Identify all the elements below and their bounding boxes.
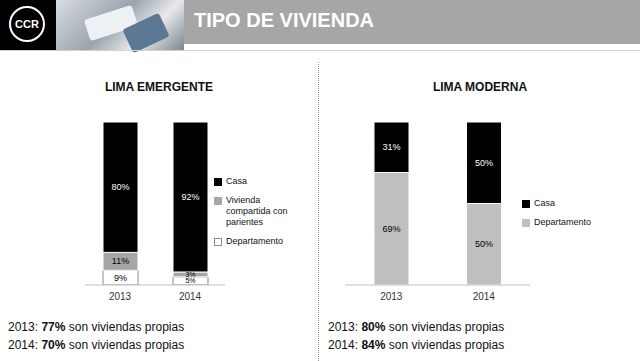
svg-text:69%: 69% <box>382 224 400 234</box>
svg-text:80%: 80% <box>111 182 129 192</box>
svg-text:31%: 31% <box>382 142 400 152</box>
html-text:Casa: Casa <box>534 198 555 208</box>
html-text:2013: 80% son viviendas propia: 2013: 80% son viviendas propias <box>328 320 505 334</box>
html-text:Casa: Casa <box>226 176 247 186</box>
svg-text:9%: 9% <box>114 273 127 283</box>
html-text:LIMA EMERGENTE: LIMA EMERGENTE <box>104 80 214 94</box>
svg-text:2014: 2014 <box>179 291 202 302</box>
svg-text:2013: 2013 <box>380 291 403 302</box>
svg-text:92%: 92% <box>181 192 199 202</box>
svg-text:2013: 2013 <box>109 291 132 302</box>
svg-text:11%: 11% <box>112 256 129 266</box>
html-text:CCR: CCR <box>15 18 39 30</box>
html-text:2014: 70% son viviendas propia: 2014: 70% son viviendas propias <box>8 338 185 352</box>
html-text:2013: 77% son viviendas propia: 2013: 77% son viviendas propias <box>8 320 185 334</box>
svg-text:3%: 3% <box>185 271 195 278</box>
svg-text:5%: 5% <box>185 277 195 284</box>
html-text:LIMA MODERNA: LIMA MODERNA <box>432 80 528 94</box>
html-text:Vivienda compartida con parien: Vivienda compartida con parientes <box>226 195 288 227</box>
svg-text:50%: 50% <box>475 239 493 249</box>
html-text:2014: 84% son viviendas propia: 2014: 84% son viviendas propias <box>328 338 505 352</box>
html-text:TIPO DE VIVIENDA: TIPO DE VIVIENDA <box>194 9 374 31</box>
svg-text:50%: 50% <box>475 158 493 168</box>
html-text:Departamento: Departamento <box>226 236 283 246</box>
svg-text:2014: 2014 <box>473 291 496 302</box>
html-text:Departamento: Departamento <box>534 217 591 227</box>
